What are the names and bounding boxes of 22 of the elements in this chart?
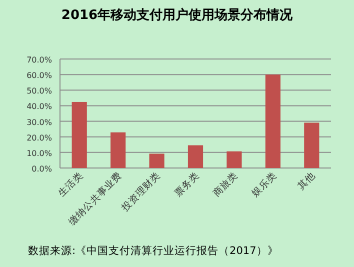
y-tick-label: 20.0%: [26, 133, 52, 142]
y-tick-label: 70.0%: [26, 56, 52, 64]
y-tick-label: 50.0%: [26, 86, 52, 96]
source-note: 数据来源:《中国支付清算行业运行报告（2017）》: [28, 244, 278, 257]
bar: [265, 74, 280, 168]
bar: [304, 122, 320, 168]
x-tick-label: 生活类: [56, 170, 86, 200]
bar: [72, 102, 87, 168]
x-tick-label: 其他: [295, 170, 318, 192]
x-tick-label: 商旅类: [210, 170, 240, 200]
chart-title: 2016年移动支付用户使用场景分布情况: [61, 7, 294, 23]
bar: [226, 151, 242, 168]
x-tick-label: 娱乐类: [249, 170, 280, 200]
bar: [110, 132, 126, 168]
y-tick-label: 60.0%: [26, 71, 52, 80]
y-tick-label: 40.0%: [26, 102, 52, 112]
y-tick-label: 10.0%: [26, 148, 52, 158]
y-tick-label: 30.0%: [26, 118, 52, 127]
bar: [188, 145, 204, 168]
y-tick-label: 0.0%: [32, 164, 52, 174]
x-tick-label: 票务类: [172, 170, 202, 200]
bar: [149, 154, 164, 168]
